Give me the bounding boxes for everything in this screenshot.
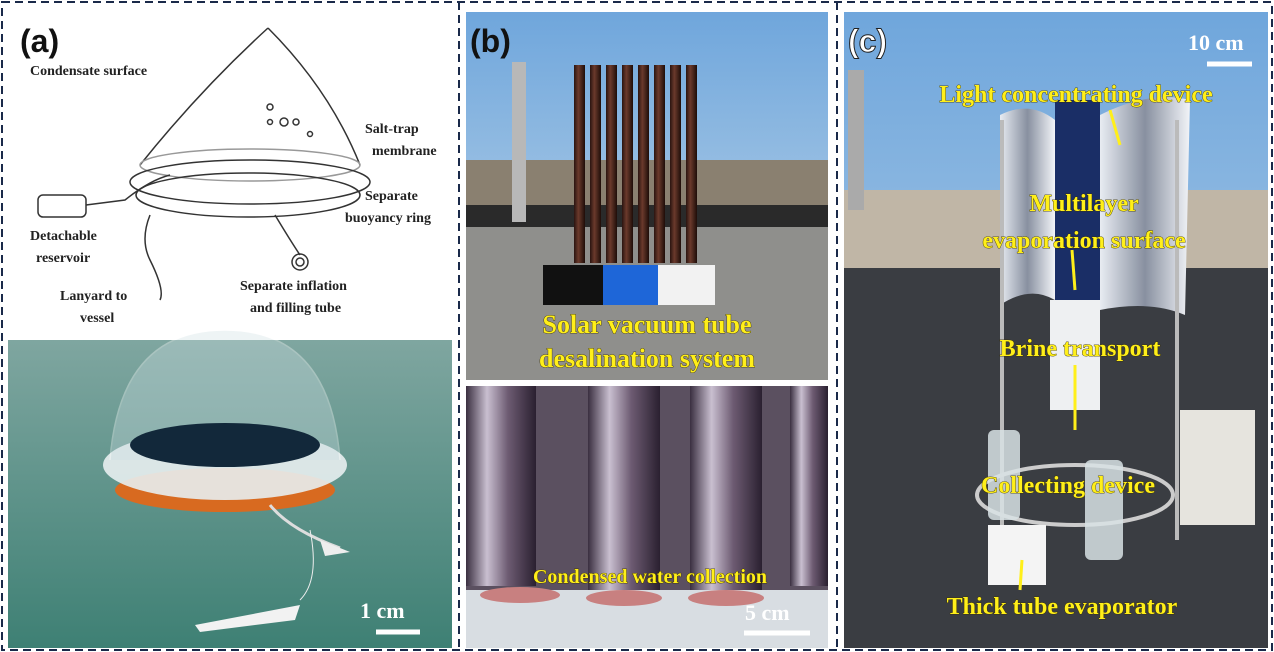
diagram — [37, 27, 371, 301]
annotation: Separate inflation — [240, 279, 347, 294]
tube — [590, 65, 601, 263]
annotation: Lanyard to — [60, 289, 127, 304]
annotation: vessel — [80, 311, 114, 326]
panel-label: (a) — [20, 23, 59, 59]
photo — [8, 329, 452, 648]
annotation: membrane — [372, 144, 437, 159]
annotation: buoyancy ring — [345, 211, 431, 226]
photo — [466, 386, 828, 648]
tube — [686, 65, 697, 263]
annotation: Salt-trap — [365, 122, 419, 137]
annotation: Collecting device — [981, 473, 1155, 499]
annotation: Condensed water collection — [533, 566, 767, 588]
tube — [654, 65, 665, 263]
panel-label: (c) — [848, 23, 887, 59]
annotation: and filling tube — [250, 301, 341, 316]
annotation: evaporation surface — [982, 228, 1186, 254]
photo — [844, 12, 1268, 648]
annotation: Multilayer — [1029, 191, 1139, 217]
annotation: Thick tube evaporator — [947, 594, 1178, 620]
tube — [670, 65, 681, 263]
annotation: reservoir — [36, 251, 90, 266]
annotation: Detachable — [30, 229, 97, 244]
annotation: Brine transport — [1000, 336, 1161, 362]
annotation: Light concentrating device — [939, 82, 1213, 108]
tube — [638, 65, 649, 263]
photo — [466, 12, 828, 380]
annotation: Solar vacuum tube — [543, 310, 752, 339]
tube — [622, 65, 633, 263]
scale-bar-label: 10 cm — [1188, 30, 1244, 55]
scale-bar-label: 1 cm — [360, 598, 405, 623]
annotation: Separate — [365, 189, 418, 204]
scale-bar-label: 5 cm — [745, 600, 790, 625]
annotation: desalination system — [539, 344, 755, 373]
panel-label: (b) — [470, 23, 511, 59]
annotation: Condensate surface — [30, 64, 147, 79]
tube — [574, 65, 585, 263]
tube — [606, 65, 617, 263]
